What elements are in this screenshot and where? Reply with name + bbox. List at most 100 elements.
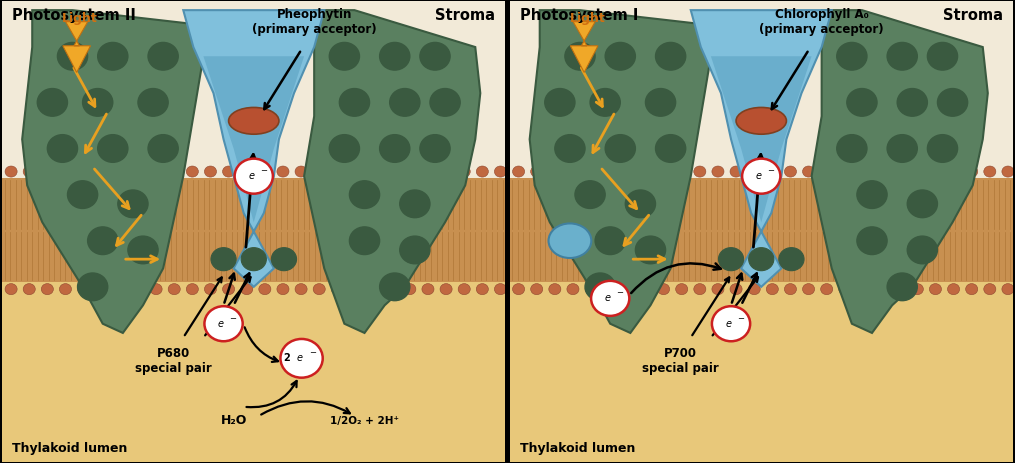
Circle shape xyxy=(694,166,705,177)
Circle shape xyxy=(730,166,742,177)
Ellipse shape xyxy=(548,224,592,258)
Text: Pheophytin
(primary acceptor): Pheophytin (primary acceptor) xyxy=(252,8,377,36)
Circle shape xyxy=(97,43,128,70)
Circle shape xyxy=(984,166,996,177)
Circle shape xyxy=(907,236,938,264)
Circle shape xyxy=(893,166,905,177)
Circle shape xyxy=(591,281,629,316)
Text: H₂O: H₂O xyxy=(220,414,247,427)
Circle shape xyxy=(803,284,815,294)
Circle shape xyxy=(930,166,942,177)
Circle shape xyxy=(567,166,579,177)
Circle shape xyxy=(420,135,450,163)
Circle shape xyxy=(349,166,361,177)
Circle shape xyxy=(857,166,869,177)
Bar xyxy=(2,178,505,282)
Circle shape xyxy=(513,284,525,294)
Circle shape xyxy=(531,166,543,177)
Polygon shape xyxy=(184,10,324,287)
Text: Stroma: Stroma xyxy=(943,8,1003,23)
Circle shape xyxy=(234,159,273,194)
Text: Chlorophyll A₀
(primary acceptor): Chlorophyll A₀ (primary acceptor) xyxy=(759,8,884,36)
Polygon shape xyxy=(530,10,710,333)
Text: Thylakoid lumen: Thylakoid lumen xyxy=(12,442,128,455)
Circle shape xyxy=(857,284,869,294)
Circle shape xyxy=(404,166,416,177)
Circle shape xyxy=(114,166,126,177)
Circle shape xyxy=(314,284,325,294)
Circle shape xyxy=(380,135,410,163)
Text: P700
special pair: P700 special pair xyxy=(642,347,719,375)
Polygon shape xyxy=(812,10,988,333)
Circle shape xyxy=(148,135,179,163)
Circle shape xyxy=(259,166,271,177)
Circle shape xyxy=(907,190,938,218)
Circle shape xyxy=(603,284,615,294)
Circle shape xyxy=(694,284,705,294)
Circle shape xyxy=(148,43,179,70)
Circle shape xyxy=(938,88,967,116)
Circle shape xyxy=(241,166,253,177)
Circle shape xyxy=(930,284,942,294)
Circle shape xyxy=(639,284,652,294)
Circle shape xyxy=(400,236,430,264)
Circle shape xyxy=(380,43,410,70)
Text: −: − xyxy=(616,288,623,298)
Circle shape xyxy=(676,284,688,294)
Circle shape xyxy=(857,227,887,255)
Bar xyxy=(2,282,505,462)
Circle shape xyxy=(67,181,97,208)
Polygon shape xyxy=(710,56,812,222)
Circle shape xyxy=(204,306,243,341)
Polygon shape xyxy=(22,10,203,333)
Circle shape xyxy=(331,284,343,294)
Circle shape xyxy=(380,273,410,300)
Circle shape xyxy=(928,135,957,163)
Polygon shape xyxy=(63,22,90,72)
Text: −: − xyxy=(767,166,774,175)
Circle shape xyxy=(785,284,797,294)
Circle shape xyxy=(277,284,289,294)
Circle shape xyxy=(367,284,380,294)
Text: e: e xyxy=(605,294,611,303)
Circle shape xyxy=(635,236,666,264)
Circle shape xyxy=(948,284,959,294)
Circle shape xyxy=(77,166,89,177)
Text: −: − xyxy=(309,348,316,357)
Circle shape xyxy=(150,166,162,177)
Circle shape xyxy=(590,88,620,116)
Circle shape xyxy=(513,166,525,177)
Circle shape xyxy=(585,273,615,300)
Text: e: e xyxy=(249,171,254,181)
Circle shape xyxy=(928,43,957,70)
Circle shape xyxy=(132,284,144,294)
Circle shape xyxy=(295,284,308,294)
Circle shape xyxy=(400,190,430,218)
Circle shape xyxy=(277,166,289,177)
Circle shape xyxy=(97,135,128,163)
Circle shape xyxy=(549,166,561,177)
Circle shape xyxy=(545,88,574,116)
Circle shape xyxy=(386,284,398,294)
Circle shape xyxy=(605,135,635,163)
Circle shape xyxy=(420,43,450,70)
Text: Stroma: Stroma xyxy=(435,8,495,23)
Circle shape xyxy=(494,166,506,177)
Text: −: − xyxy=(737,314,744,323)
Circle shape xyxy=(339,88,369,116)
Circle shape xyxy=(555,135,585,163)
Circle shape xyxy=(549,284,561,294)
Circle shape xyxy=(280,339,323,378)
Bar xyxy=(2,1,505,178)
Circle shape xyxy=(42,166,54,177)
Circle shape xyxy=(565,43,595,70)
Polygon shape xyxy=(203,56,304,222)
Circle shape xyxy=(847,88,877,116)
Circle shape xyxy=(441,166,452,177)
Circle shape xyxy=(749,248,773,271)
Circle shape xyxy=(150,284,162,294)
Circle shape xyxy=(82,88,113,116)
Circle shape xyxy=(911,284,924,294)
Circle shape xyxy=(95,166,108,177)
Circle shape xyxy=(386,166,398,177)
